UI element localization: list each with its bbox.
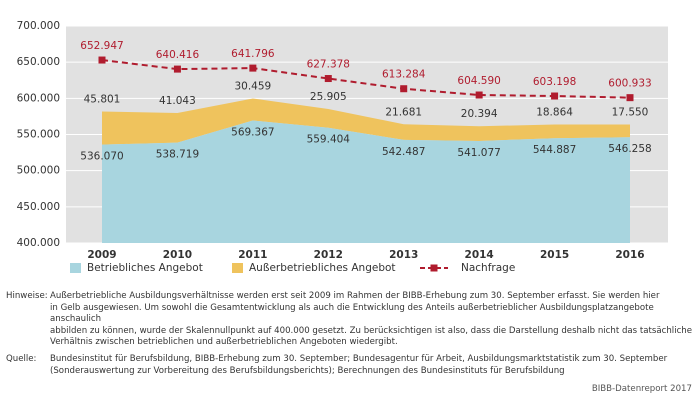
marker xyxy=(98,56,106,64)
x-tick-label: 2010 xyxy=(163,249,192,261)
notes-line: in Gelb ausgewiesen. Um sowohl die Gesam… xyxy=(50,302,654,325)
y-tick-label: 650.000 xyxy=(17,56,60,68)
data-label: 603.198 xyxy=(533,76,576,88)
source-line: Bundesinstitut für Berufsbildung, BIBB-E… xyxy=(50,353,668,364)
legend-swatch xyxy=(430,264,438,272)
data-label: 41.043 xyxy=(159,95,196,107)
x-tick-label: 2013 xyxy=(389,249,418,261)
legend-label: Betriebliches Angebot xyxy=(87,262,203,274)
data-label: 627.378 xyxy=(307,59,350,71)
marker xyxy=(324,75,332,83)
line xyxy=(101,59,631,99)
area xyxy=(102,120,630,243)
x-tick-label: 2012 xyxy=(314,249,343,261)
marker xyxy=(626,94,634,102)
marker xyxy=(400,85,408,93)
data-label: 541.077 xyxy=(457,147,500,159)
legend-label: Außerbetriebliches Angebot xyxy=(249,262,396,274)
source-label: Quelle: xyxy=(6,353,37,364)
notes-line: Außerbetriebliche Ausbildungsverhältniss… xyxy=(50,291,660,301)
data-label: 613.284 xyxy=(382,69,426,81)
data-label: 20.394 xyxy=(461,108,498,120)
chart: 400.000 450.000 500.000 550.000 600.000 650.0… xyxy=(17,20,668,274)
notes: Hinweise: Außerbetriebliche Ausbildungsve… xyxy=(6,291,696,377)
source-text: Bundesinstitut für Berufsbildung, BIBB-E… xyxy=(50,354,667,377)
data-label: 544.887 xyxy=(533,144,576,156)
data-label: 569.367 xyxy=(231,126,274,138)
notes-text: Außerbetriebliche Ausbildungsverhältniss… xyxy=(50,291,696,349)
marker xyxy=(475,91,483,99)
credit: BIBB-Datenreport 2017 xyxy=(591,384,692,394)
legend-swatch xyxy=(70,263,81,273)
y-tick-label: 600.000 xyxy=(17,92,60,104)
data-label: 641.796 xyxy=(231,48,275,60)
marker xyxy=(551,92,559,100)
x-tick-label: 2011 xyxy=(238,249,267,261)
y-tick-label: 550.000 xyxy=(17,129,60,141)
x-tick-label: 2014 xyxy=(465,249,494,261)
data-label: 640.416 xyxy=(156,49,200,61)
area xyxy=(102,98,630,145)
y-tick-label: 450.000 xyxy=(17,201,60,213)
data-label: 17.550 xyxy=(612,107,649,119)
data-label: 652.947 xyxy=(80,40,123,52)
x-tick-label: 2016 xyxy=(615,249,644,261)
marker xyxy=(173,65,181,73)
legend-label: Nachfrage xyxy=(461,262,515,274)
x-tick-label: 2015 xyxy=(540,249,569,261)
data-label: 18.864 xyxy=(536,107,573,119)
notes-line: abbilden zu können, wurde der Skalennull… xyxy=(50,325,693,336)
data-label: 21.681 xyxy=(385,106,422,118)
y-tick-label: 400.000 xyxy=(17,237,60,249)
data-label: 559.404 xyxy=(307,134,351,146)
y-tick-label: 700.000 xyxy=(17,20,60,32)
data-label: 45.801 xyxy=(84,93,121,105)
data-label: 542.487 xyxy=(382,146,425,158)
data-label: 536.070 xyxy=(80,151,123,163)
data-label: 604.590 xyxy=(457,75,500,87)
marker xyxy=(249,64,257,72)
data-label: 538.719 xyxy=(156,149,199,161)
data-label: 25.905 xyxy=(310,91,347,103)
data-label: 600.933 xyxy=(608,78,651,90)
notes-label: Hinweise: xyxy=(6,291,48,301)
notes-line: Verhältnis zwischen betrieblichen und au… xyxy=(50,337,398,348)
data-label: 30.459 xyxy=(234,80,271,92)
y-tick-label: 500.000 xyxy=(17,165,60,177)
x-tick-label: 2009 xyxy=(87,249,116,261)
data-label: 546.258 xyxy=(608,143,651,155)
legend-swatch xyxy=(232,263,243,273)
source-line: (Sonderauswertung zur Vorbereitung des B… xyxy=(50,365,565,376)
